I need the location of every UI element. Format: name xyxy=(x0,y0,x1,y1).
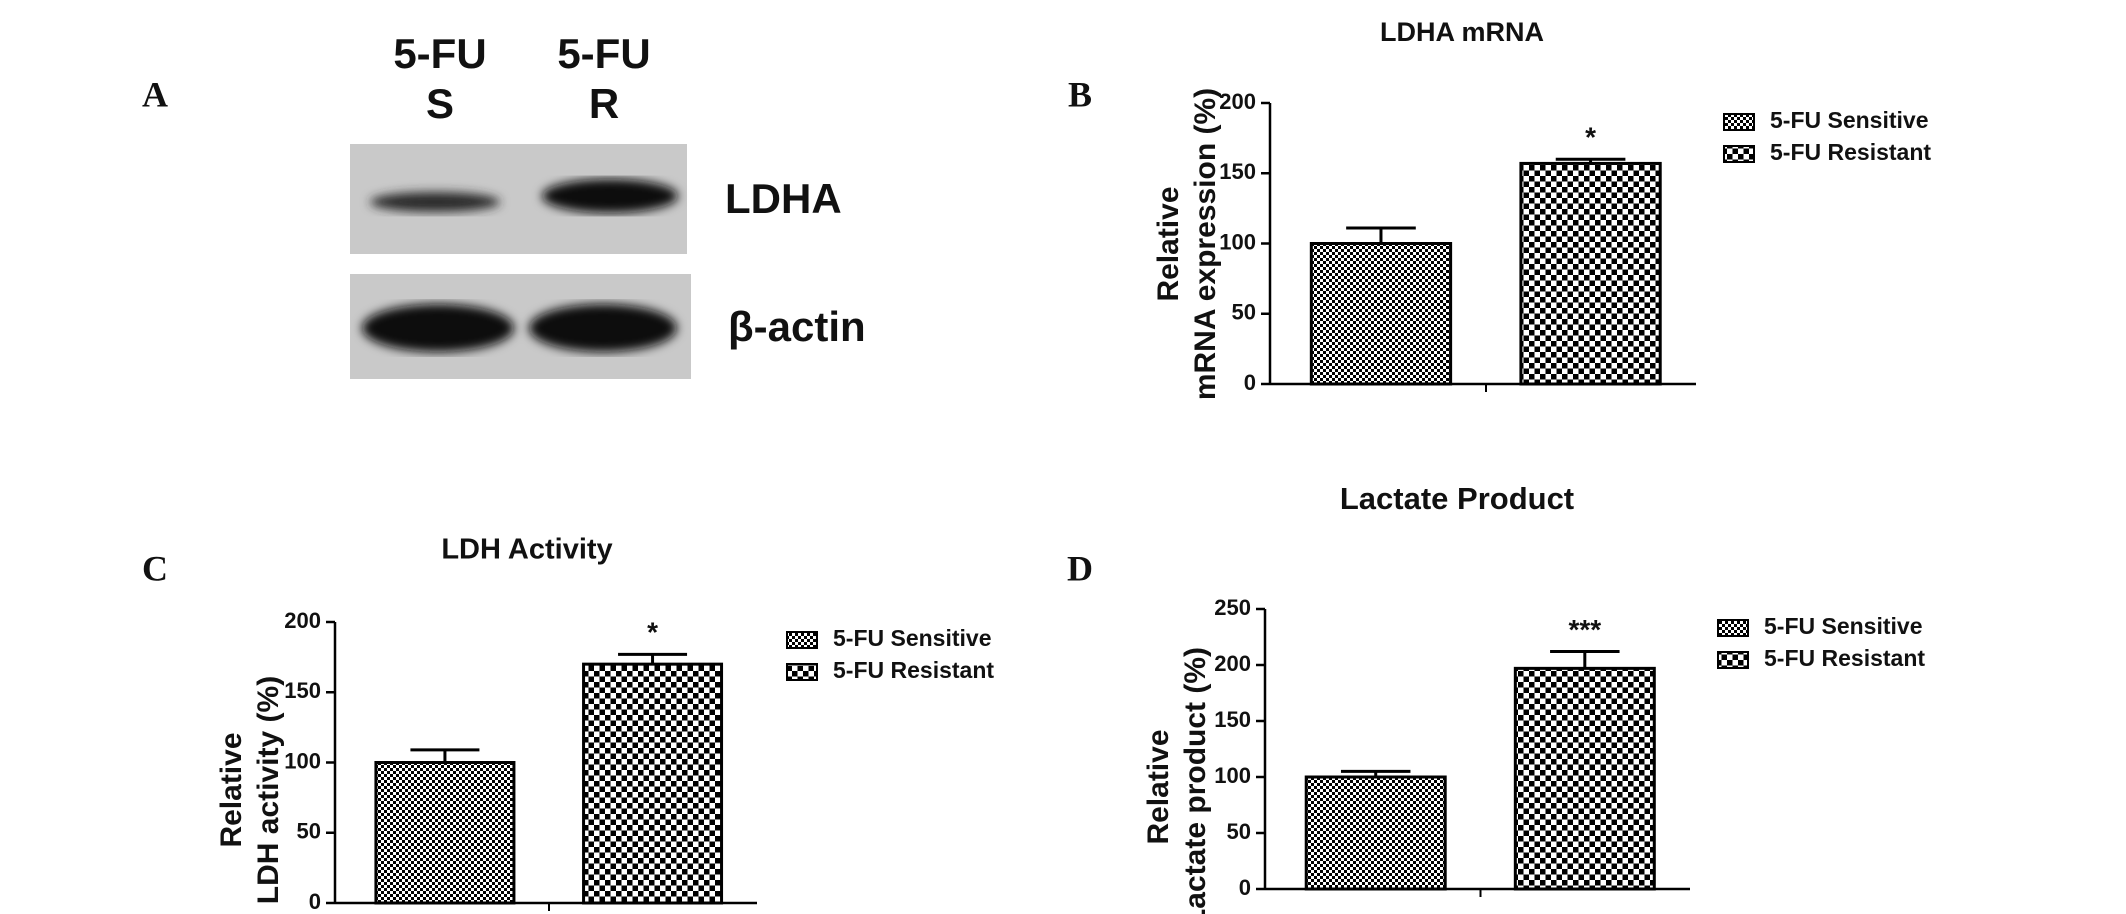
band-label: β-actin xyxy=(728,303,866,350)
legend-label: 5-FU Resistant xyxy=(833,657,994,683)
panel-a: A 5-FU S 5-FU R LDHA β-actin xyxy=(142,30,866,379)
y-axis-label: Relative xyxy=(215,732,248,847)
bar xyxy=(1309,242,1453,386)
y-tick-label: 0 xyxy=(309,889,321,914)
y-tick-label: 0 xyxy=(1244,370,1256,395)
significance: * xyxy=(1585,122,1596,153)
y-tick-label: 150 xyxy=(1219,159,1256,184)
y-axis-label: Relative xyxy=(1152,186,1185,301)
error-bar xyxy=(410,748,480,763)
blot-bands xyxy=(370,179,678,213)
bar xyxy=(582,662,724,905)
y-axis-label: LDH activity (%) xyxy=(252,676,285,904)
y-tick-label: 150 xyxy=(284,678,321,703)
y-tick-label: 100 xyxy=(284,748,321,773)
bar xyxy=(1513,666,1656,891)
error-bar xyxy=(1555,157,1626,164)
legend-swatch xyxy=(1717,619,1749,637)
legend-label: 5-FU Sensitive xyxy=(1770,107,1929,133)
legend-swatch xyxy=(1723,113,1755,131)
y-tick-label: 200 xyxy=(1219,89,1256,114)
blot-bands xyxy=(362,304,677,352)
band-label: LDHA xyxy=(725,175,842,222)
y-tick-label: 200 xyxy=(284,608,321,633)
error-bar xyxy=(618,652,688,665)
legend-swatch xyxy=(1717,651,1749,669)
y-tick-label: 0 xyxy=(1239,875,1251,900)
y-axis-label: Relative xyxy=(1142,729,1175,844)
lane-label: 5-FU xyxy=(393,30,486,77)
y-tick-label: 150 xyxy=(1214,707,1251,732)
legend-swatch xyxy=(786,631,818,649)
legend-label: 5-FU Resistant xyxy=(1764,645,1925,671)
y-tick-label: 250 xyxy=(1214,595,1251,620)
legend-swatch xyxy=(786,663,818,681)
legend-label: 5-FU Sensitive xyxy=(833,625,992,651)
y-tick-label: 50 xyxy=(297,819,321,844)
chart-title: LDH Activity xyxy=(441,534,612,566)
y-tick-label: 100 xyxy=(1219,229,1256,254)
chart-title: Lactate Product xyxy=(1340,481,1574,516)
significance: *** xyxy=(1568,614,1601,645)
lane-label: R xyxy=(589,80,619,127)
error-bar xyxy=(1346,226,1416,244)
panel-label: B xyxy=(1068,74,1092,114)
y-tick-label: 50 xyxy=(1227,819,1251,844)
bar xyxy=(374,761,516,905)
y-axis-label: Lactate product (%) xyxy=(1179,647,1212,914)
panel-label: A xyxy=(142,74,168,114)
bar xyxy=(1519,161,1662,386)
error-bar xyxy=(1340,769,1411,777)
y-tick-label: 100 xyxy=(1214,763,1251,788)
y-tick-label: 50 xyxy=(1232,300,1256,325)
panel-label: C xyxy=(142,548,168,588)
error-bar xyxy=(1550,650,1620,669)
significance: * xyxy=(647,617,658,648)
lane-label: S xyxy=(426,80,454,127)
lane-label: 5-FU xyxy=(557,30,650,77)
legend-swatch xyxy=(1723,145,1755,163)
bar xyxy=(1304,775,1447,891)
legend-label: 5-FU Sensitive xyxy=(1764,613,1923,639)
y-axis-label: mRNA expression (%) xyxy=(1189,88,1222,400)
chart-title: LDHA mRNA xyxy=(1380,17,1544,47)
legend-label: 5-FU Resistant xyxy=(1770,139,1931,165)
y-tick-label: 200 xyxy=(1214,651,1251,676)
panel-label: D xyxy=(1067,548,1093,588)
